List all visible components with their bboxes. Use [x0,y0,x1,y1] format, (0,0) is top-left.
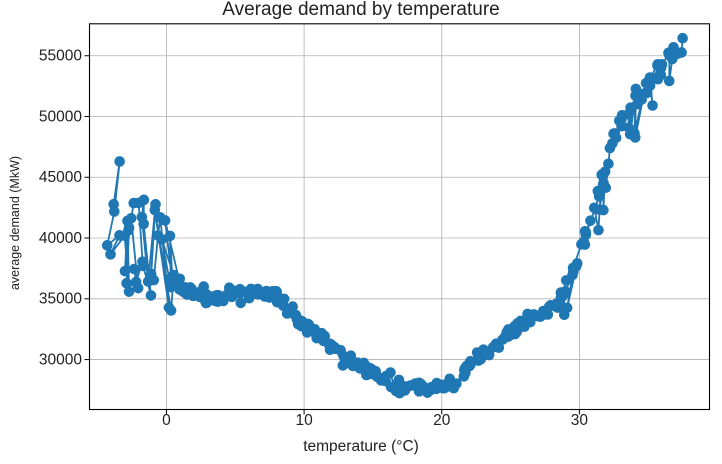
svg-text:55000: 55000 [39,48,82,65]
svg-text:10: 10 [295,412,313,429]
svg-text:50000: 50000 [39,108,82,125]
svg-text:35000: 35000 [39,291,82,308]
svg-text:30: 30 [571,412,589,429]
svg-text:0: 0 [162,412,171,429]
svg-text:40000: 40000 [39,230,82,247]
svg-text:45000: 45000 [39,169,82,186]
svg-text:30000: 30000 [39,352,82,369]
svg-text:20: 20 [433,412,451,429]
